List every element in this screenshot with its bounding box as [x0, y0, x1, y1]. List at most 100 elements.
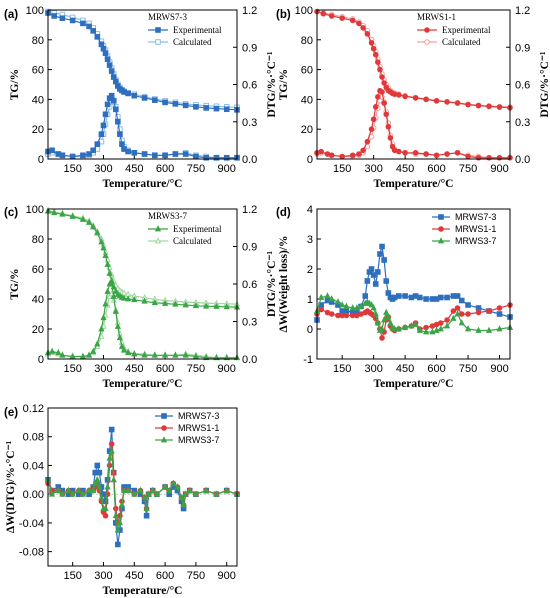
data-point — [378, 325, 386, 332]
dtg_experimental-point — [112, 106, 119, 113]
data-point — [375, 269, 381, 275]
data-point — [364, 278, 371, 284]
tg_experimental-point — [368, 39, 375, 46]
data-point — [444, 294, 450, 301]
tg_experimental-point — [69, 212, 76, 219]
x-tick-label: 600 — [156, 363, 174, 375]
data-point — [437, 294, 444, 301]
x-tick-label: 900 — [218, 570, 236, 582]
data-point — [137, 486, 144, 493]
data-point — [96, 483, 103, 490]
tg_experimental-point — [85, 218, 93, 225]
dtg_experimental-point — [110, 97, 117, 104]
x-tick-label: 300 — [94, 163, 112, 175]
dtg_experimental-point — [375, 94, 381, 100]
tg_experimental-point — [100, 45, 107, 52]
dtg_experimental-point — [125, 348, 132, 356]
data-point — [59, 490, 66, 497]
y2-tick-label: 0.0 — [515, 154, 530, 166]
y-tick-label: 1 — [307, 294, 313, 306]
data-point — [372, 310, 379, 317]
data-point — [108, 447, 115, 454]
data-point — [153, 490, 160, 497]
series-dtg_experimental — [314, 87, 513, 161]
tg_experimental-point — [349, 17, 356, 24]
data-point — [381, 257, 387, 263]
tg_experimental-point — [356, 20, 362, 27]
y2-tick-label: 1.2 — [242, 5, 257, 17]
series-line — [47, 429, 238, 545]
series-MRWS3-7 — [44, 447, 241, 533]
x-tick-label: 600 — [156, 163, 174, 175]
data-point — [116, 519, 124, 526]
data-point — [357, 302, 365, 309]
dtg_experimental-point — [161, 351, 169, 358]
y-tick-label: 0 — [38, 154, 44, 166]
tg_experimental-point — [69, 17, 76, 24]
series-tg_experimental — [45, 10, 240, 113]
x-tick-label: 600 — [427, 363, 445, 375]
data-point — [75, 486, 82, 493]
legend-label: MRWS3-7 — [178, 435, 219, 445]
tg_experimental-point — [120, 294, 128, 301]
x-axis-label: Temperature/°C — [103, 378, 183, 390]
dtg_experimental-point — [141, 351, 148, 358]
x-tick-label: 150 — [333, 163, 351, 175]
x-tick-label: 600 — [427, 163, 445, 175]
tg_experimental-point — [433, 98, 440, 104]
x-tick-label: 150 — [63, 570, 81, 582]
x-tick-label: 150 — [63, 163, 81, 175]
data-point — [422, 328, 430, 335]
dtg_experimental-point — [379, 89, 385, 95]
data-point — [387, 319, 394, 326]
data-point — [372, 281, 379, 287]
data-point — [465, 311, 471, 317]
data-point — [120, 486, 128, 493]
dtg_experimental-point — [55, 348, 62, 356]
tg_experimental-point — [213, 302, 220, 309]
dtg_experimental-point — [368, 126, 375, 132]
tg_experimental-point — [112, 78, 119, 85]
dtg_experimental-point — [433, 152, 440, 159]
data-point — [458, 297, 465, 304]
tg_experimental-point — [172, 300, 179, 307]
dtg_experimental-point — [192, 352, 200, 359]
legend-marker — [161, 413, 167, 419]
data-point — [385, 313, 392, 320]
data-point — [114, 526, 121, 533]
dtg_experimental-point — [385, 123, 392, 130]
tg_experimental-point — [104, 56, 111, 62]
y-tick-label: 80 — [32, 35, 44, 47]
tg_experimental-point — [339, 15, 345, 21]
series-MRWS1-1 — [45, 441, 240, 526]
legend-marker — [437, 237, 445, 244]
dtg_experimental-point — [396, 148, 402, 155]
data-point — [324, 292, 331, 299]
tg_experimental-point — [152, 97, 158, 103]
x-tick-label: 750 — [459, 163, 477, 175]
sample-name: MRWS3-7 — [148, 211, 188, 221]
legend-label: Experimental — [173, 25, 222, 35]
data-point — [48, 490, 56, 497]
x-axis-label: Temperature/°C — [374, 178, 454, 190]
series-line — [47, 443, 238, 524]
x-axis-label: Temperature/°C — [103, 178, 183, 190]
data-point — [450, 314, 457, 321]
data-point — [475, 305, 482, 311]
y-tick-label: 60 — [32, 65, 44, 77]
dtg_experimental-point — [412, 149, 419, 156]
dtg_experimental-point — [370, 116, 377, 123]
plot-frame — [47, 208, 238, 360]
y-tick-label: 100 — [26, 204, 44, 216]
panel-d: (d) 150 300 450 600 750 900 Temperature/°C -1 0 1 2… — [276, 204, 514, 390]
y-tick-label: 60 — [301, 65, 313, 77]
tg_experimental-point — [182, 301, 189, 308]
y-tick-label: 4 — [307, 204, 313, 216]
dtg_experimental-point — [49, 147, 55, 154]
x-tick-label: 300 — [94, 363, 112, 375]
data-point — [416, 294, 423, 301]
data-point — [85, 486, 93, 493]
series-MRWS7-3 — [314, 243, 513, 323]
data-point — [180, 501, 187, 508]
